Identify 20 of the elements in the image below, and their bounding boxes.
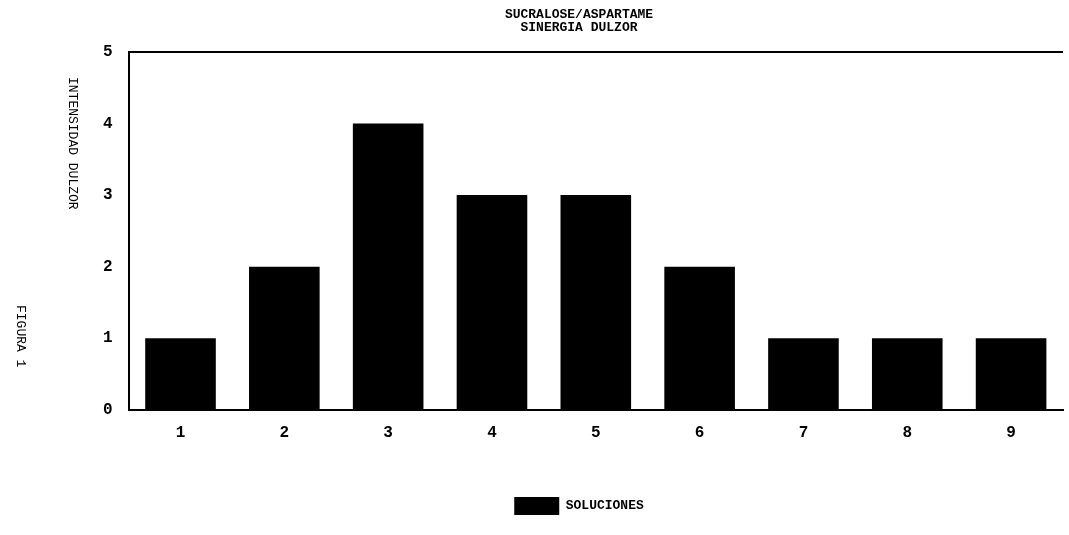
- chart-title: SUCRALOSE/ASPARTAME: [504, 6, 654, 22]
- x-tick-label: 5: [591, 424, 601, 443]
- y-tick-label: 3: [102, 186, 113, 205]
- y-tick-label: 2: [102, 257, 113, 276]
- x-tick-label: 1: [175, 424, 186, 443]
- chart-subtitle: SINERGIA DULZOR: [520, 19, 638, 35]
- y-tick-label: 5: [102, 43, 113, 62]
- x-tick-label: 2: [279, 424, 290, 443]
- x-tick-label: 7: [798, 424, 809, 443]
- y-tick-label: 4: [102, 114, 113, 133]
- y-tick-label: 0: [102, 400, 113, 419]
- y-axis-title: INTENSIDAD DULZOR: [65, 77, 80, 210]
- x-tick-label: 9: [1006, 424, 1016, 443]
- legend-label: SOLUCIONES: [565, 498, 644, 514]
- x-tick-label: 6: [694, 424, 705, 443]
- text: FIGURA 1: [13, 305, 28, 368]
- x-tick-label: 8: [902, 424, 913, 443]
- x-tick-label: 4: [487, 424, 498, 443]
- y-tick-label: 1: [102, 329, 113, 348]
- x-tick-label: 3: [383, 424, 393, 443]
